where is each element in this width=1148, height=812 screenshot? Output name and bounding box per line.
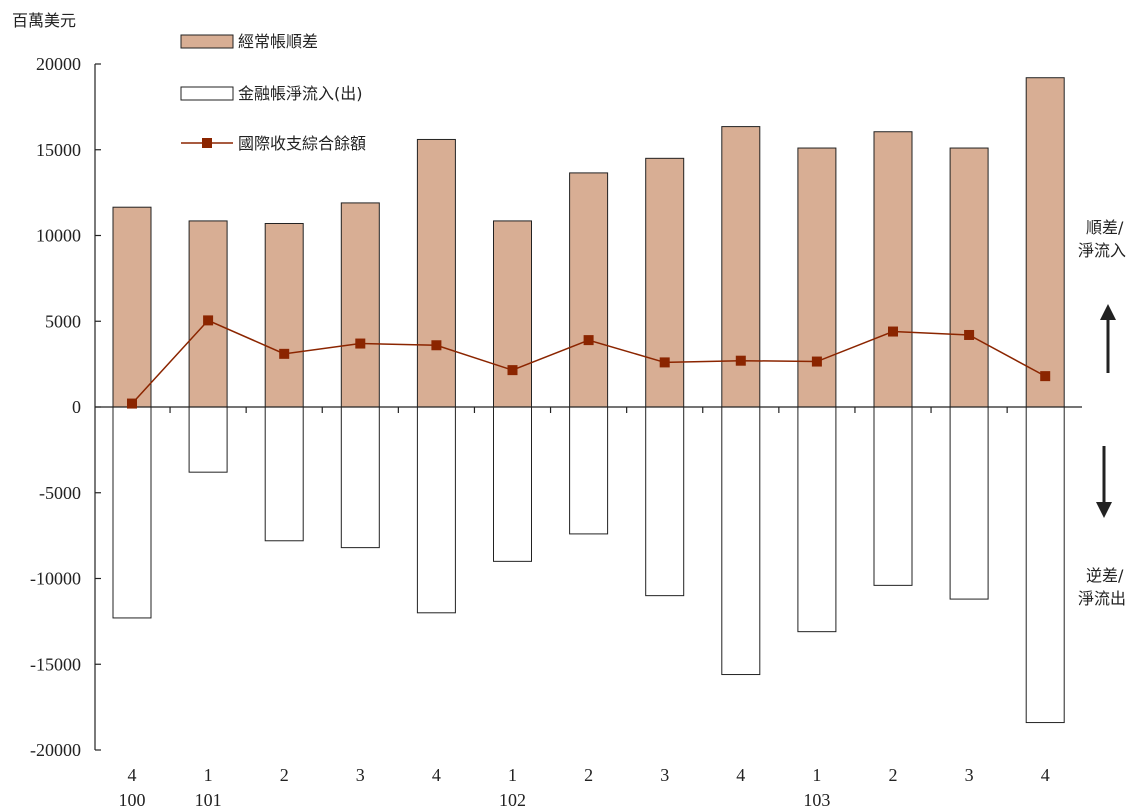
point-overall-balance: [203, 315, 214, 326]
bar-financial-account: [112, 406, 152, 619]
x-tick-label: 4: [1041, 765, 1050, 785]
x-tick-label: 2: [280, 765, 289, 785]
y-tick-label: 10000: [36, 226, 81, 246]
legend-label-overall-balance: 國際收支綜合餘額: [238, 134, 366, 153]
side-label-surplus: 順差/ 淨流入: [1078, 218, 1126, 260]
bar-financial-account: [797, 406, 837, 633]
point-overall-balance: [811, 356, 822, 367]
x-year-label: 103: [803, 790, 830, 810]
bar-current-account: [188, 220, 228, 408]
point-overall-balance: [279, 348, 290, 359]
y-tick-label: 0: [72, 397, 81, 417]
bar-financial-account: [873, 406, 913, 586]
point-overall-balance: [964, 329, 975, 340]
bars-positive: [112, 77, 1065, 408]
point-overall-balance: [735, 355, 746, 366]
x-tick-label: 2: [584, 765, 593, 785]
bar-financial-account: [416, 406, 456, 614]
y-tick-label: -20000: [30, 740, 81, 760]
x-year-label: 102: [499, 790, 526, 810]
point-overall-balance: [355, 338, 366, 349]
x-tick-labels: 4 1 2 3 4 1 2 3 4 1 2 3 4 100 101 102 103: [119, 765, 1050, 810]
bar-current-account: [112, 206, 152, 408]
y-tick-label: 15000: [36, 140, 81, 160]
y-tick-label: -15000: [30, 654, 81, 674]
bar-financial-account: [949, 406, 989, 600]
bar-current-account: [493, 220, 532, 408]
x-tick-label: 1: [204, 765, 213, 785]
point-overall-balance: [507, 365, 518, 376]
x-tick-label: 3: [965, 765, 974, 785]
bar-current-account: [569, 172, 609, 408]
bar-financial-account: [340, 406, 380, 549]
side-label-surplus-line1: 順差/: [1086, 218, 1124, 237]
bar-financial-account: [569, 406, 609, 535]
y-tick-label: 20000: [36, 54, 81, 74]
x-tick-label: 4: [736, 765, 745, 785]
bar-current-account: [645, 157, 685, 408]
legend-label-current-account: 經常帳順差: [238, 32, 318, 51]
bar-financial-account: [645, 406, 685, 597]
x-tick-label: 3: [356, 765, 365, 785]
x-tick-label: 2: [889, 765, 898, 785]
point-overall-balance: [127, 398, 137, 409]
y-axis: 20000 15000 10000 5000 0 -5000 -10000 -15000 -20…: [30, 54, 101, 760]
unit-label: 百萬美元: [12, 11, 76, 30]
bar-financial-account: [721, 406, 761, 676]
legend-marker-overall-balance: [202, 138, 212, 148]
bar-financial-account: [1025, 406, 1065, 724]
bar-financial-account: [264, 406, 304, 542]
point-overall-balance: [583, 335, 594, 346]
x-tick-label: 3: [660, 765, 669, 785]
y-tick-label: 5000: [45, 311, 81, 331]
point-overall-balance: [888, 326, 898, 337]
x-tick-label: 1: [812, 765, 821, 785]
bar-current-account: [797, 147, 837, 408]
bars-negative: [112, 406, 1065, 724]
bar-current-account: [873, 131, 913, 408]
x-tick-label: 1: [508, 765, 517, 785]
legend-label-financial-account: 金融帳淨流入(出): [238, 84, 363, 103]
bar-current-account: [416, 138, 456, 408]
side-label-surplus-line2: 淨流入: [1078, 241, 1126, 260]
bar-current-account: [264, 222, 304, 408]
x-year-label: 101: [195, 790, 222, 810]
x-year-label: 100: [119, 790, 146, 810]
y-tick-label: -5000: [39, 483, 81, 503]
bar-current-account: [949, 147, 989, 408]
side-label-deficit: 逆差/ 淨流出: [1078, 566, 1126, 608]
side-label-deficit-line1: 逆差/: [1086, 566, 1124, 585]
legend: 經常帳順差 金融帳淨流入(出) 國際收支綜合餘額: [180, 32, 366, 153]
point-overall-balance: [659, 357, 670, 368]
point-overall-balance: [1040, 371, 1051, 382]
bar-current-account: [340, 202, 380, 408]
x-tick-label: 4: [432, 765, 441, 785]
side-label-deficit-line2: 淨流出: [1078, 589, 1126, 608]
bar-current-account: [1025, 77, 1065, 408]
x-tick-label: 4: [128, 765, 137, 785]
bar-financial-account: [493, 406, 532, 562]
y-tick-label: -10000: [30, 569, 81, 589]
down-arrow-icon: [1096, 446, 1112, 518]
point-overall-balance: [431, 340, 442, 351]
legend-swatch-current-account: [180, 34, 234, 49]
line-series: [127, 315, 1051, 409]
up-arrow-icon: [1100, 304, 1116, 373]
legend-swatch-financial-account: [180, 86, 234, 101]
x-axis: [95, 406, 1082, 413]
bar-financial-account: [188, 406, 228, 473]
